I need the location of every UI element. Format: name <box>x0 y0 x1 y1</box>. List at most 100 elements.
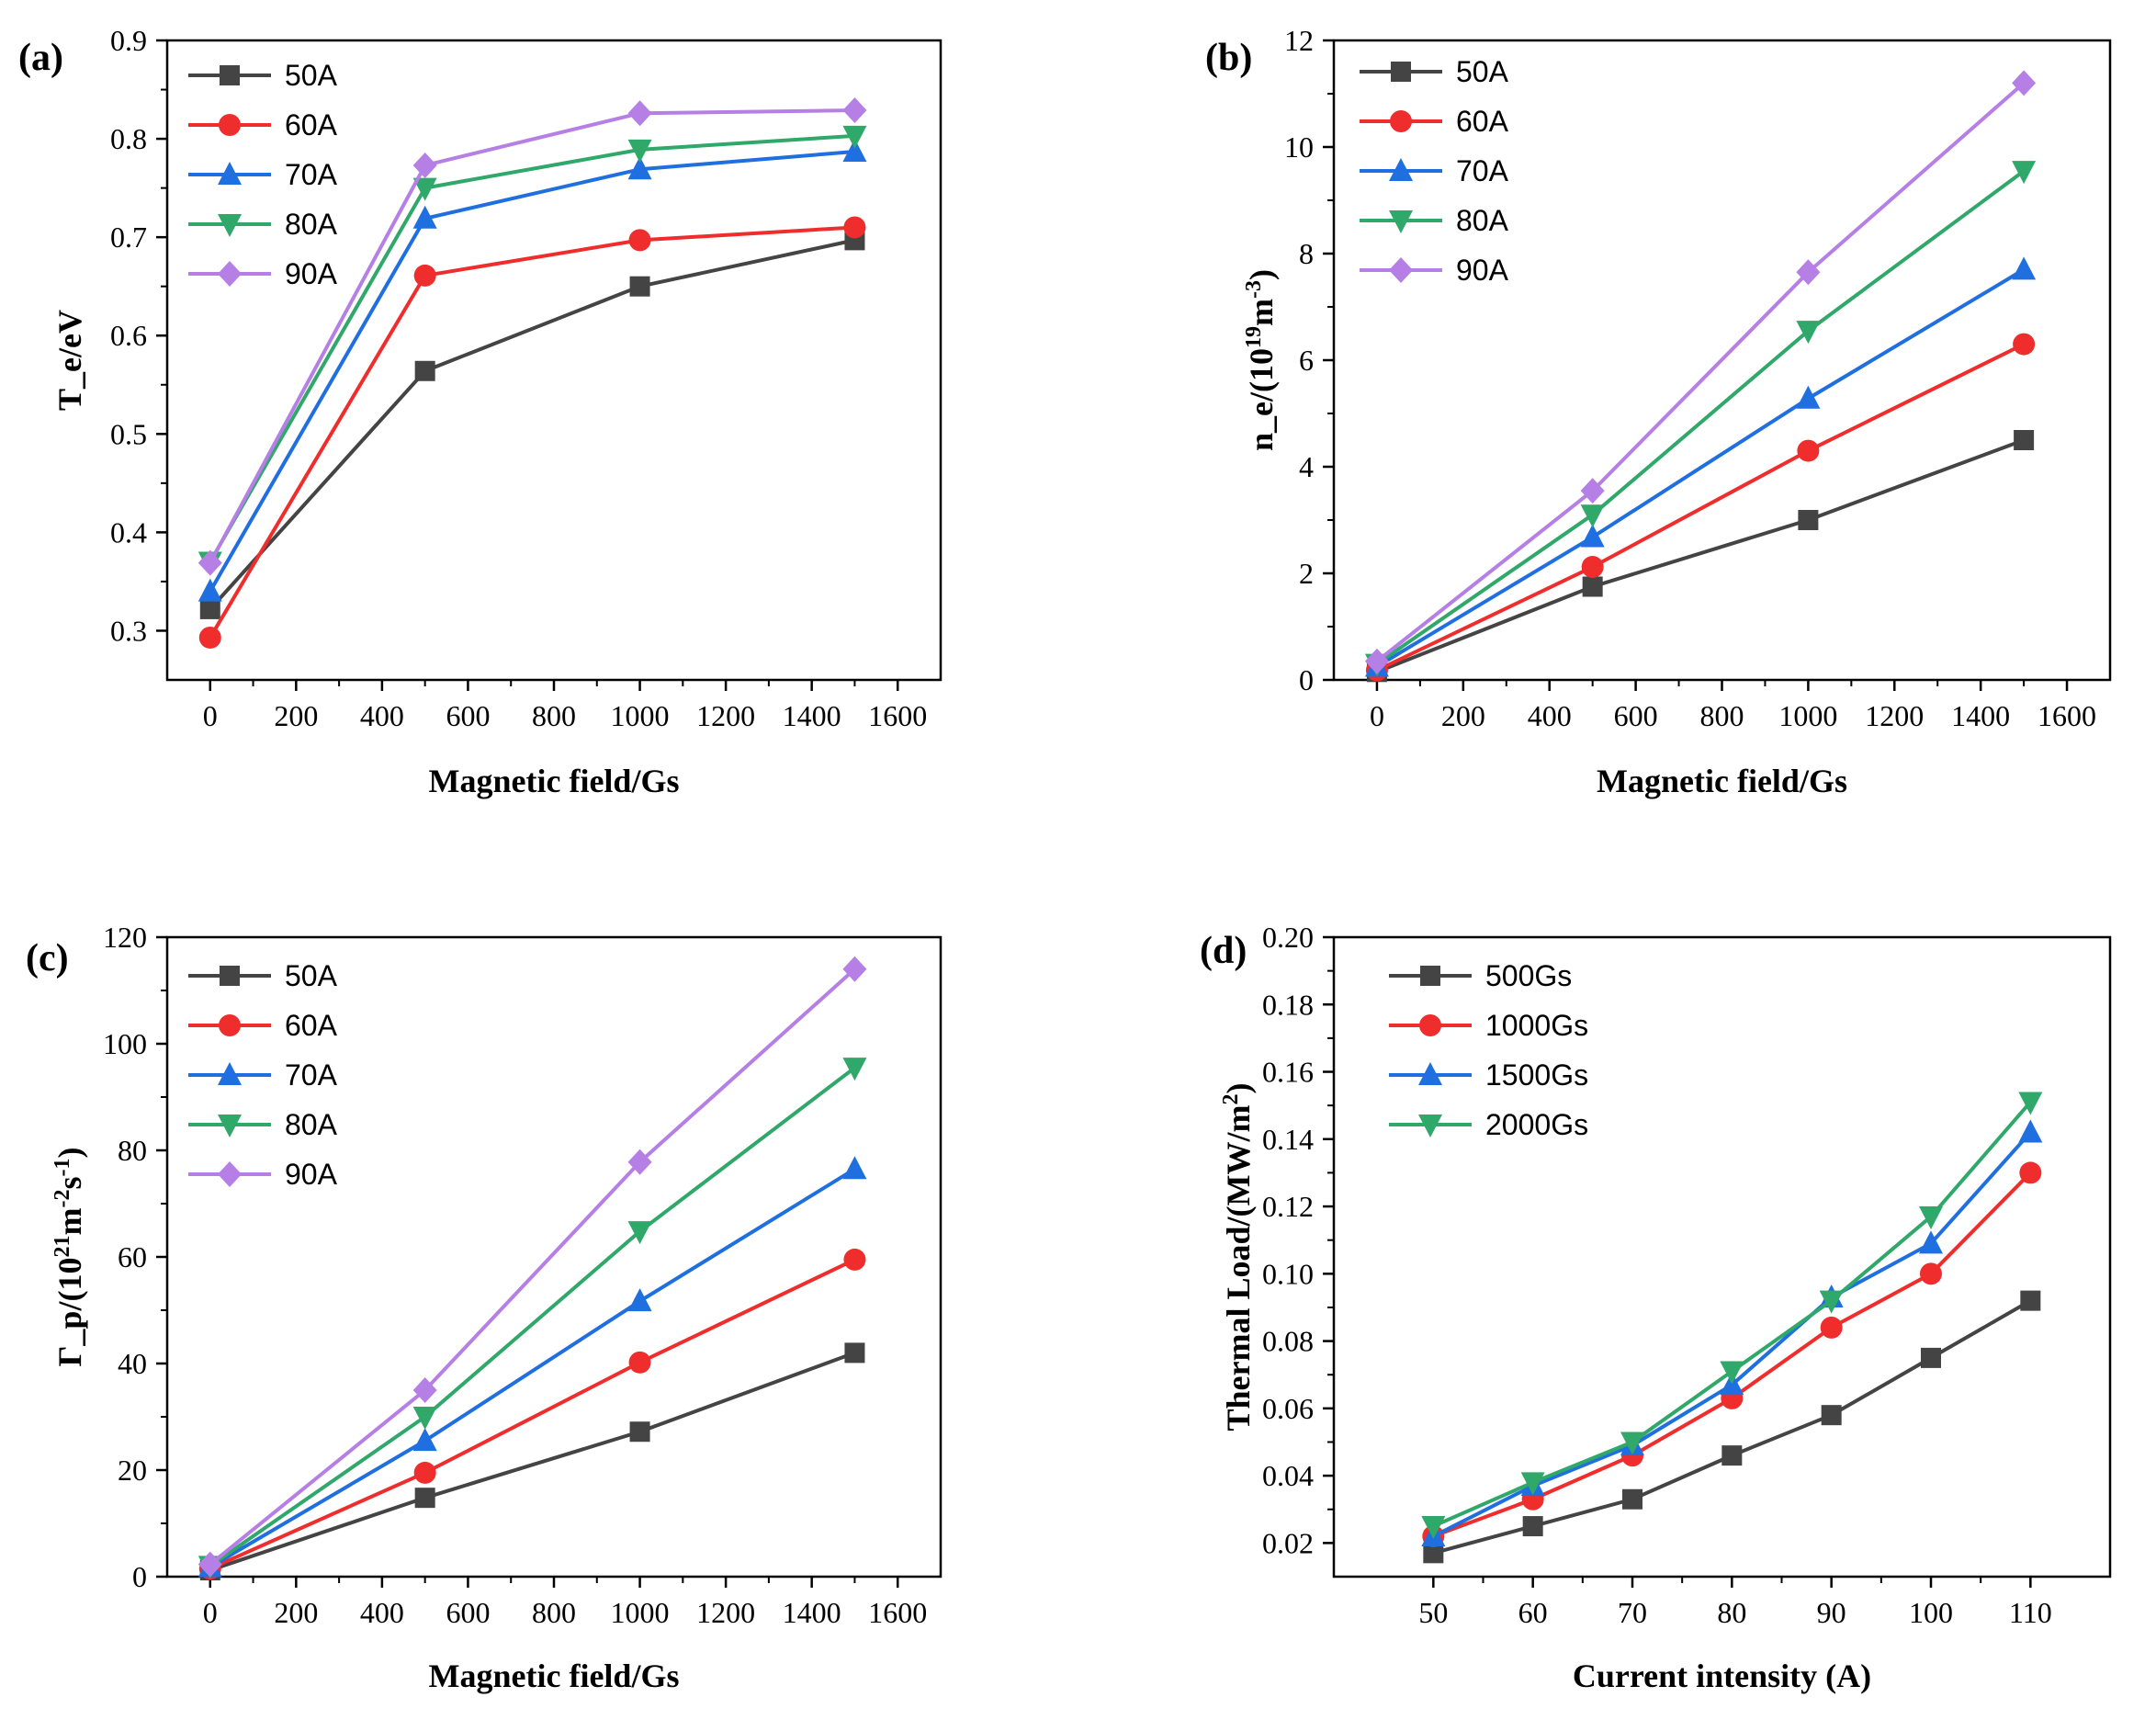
legend-label: 2000Gs <box>1485 1108 1588 1141</box>
legend-label: 90A <box>285 257 338 290</box>
y-tick-label: 120 <box>103 921 147 954</box>
y-tick-label: 10 <box>1284 130 1314 164</box>
data-point-90A <box>2012 70 2037 96</box>
series-line-60A <box>209 1258 856 1571</box>
data-point-70A <box>627 1288 652 1312</box>
x-axis-title: Magnetic field/Gs <box>429 1658 680 1694</box>
y-tick-label: 80 <box>118 1134 147 1167</box>
data-point-60A <box>843 1248 866 1271</box>
data-point-60A <box>1797 439 1820 462</box>
x-tick-label: 400 <box>1528 699 1572 732</box>
y-tick-label: 0.3 <box>110 614 147 647</box>
data-point-500Gs <box>1921 1347 1941 1368</box>
x-tick-label: 90 <box>1817 1596 1846 1629</box>
x-tick-label: 800 <box>532 699 576 732</box>
x-tick-label: 800 <box>1700 699 1744 732</box>
y-tick-label: 0 <box>132 1560 147 1593</box>
data-point-90A <box>842 97 867 124</box>
data-point-90A <box>627 100 652 127</box>
data-point-1500Gs <box>1919 1230 1943 1254</box>
data-point-70A <box>412 205 437 229</box>
data-point-1500Gs <box>2018 1119 2043 1143</box>
plot-frame <box>165 935 943 1579</box>
data-point-60A <box>2013 333 2036 356</box>
series-line-90A <box>1375 81 2026 663</box>
legend-marker <box>218 1062 242 1085</box>
x-tick-label: 60 <box>1518 1596 1548 1629</box>
y-tick-label: 12 <box>1284 24 1314 57</box>
data-point-1000Gs <box>2019 1161 2042 1184</box>
data-point-2000Gs <box>2018 1092 2043 1115</box>
series-line-70A <box>1375 267 2026 669</box>
legend-label: 50A <box>285 959 338 992</box>
legend-label: 70A <box>285 158 338 191</box>
data-point-2000Gs <box>1620 1431 1644 1455</box>
data-point-60A <box>413 264 436 287</box>
x-tick-label: 1200 <box>1865 699 1924 732</box>
x-tick-label: 1200 <box>696 699 755 732</box>
panel-b: 0 200 400 600 800 1000 1200 1400 1600 0 2 4 6 8 10 12 (b… <box>1205 24 2112 799</box>
y-tick-label: 8 <box>1299 237 1314 270</box>
series-line-50A <box>1376 438 2025 674</box>
x-tick-label: 1000 <box>611 699 670 732</box>
data-point-60A <box>413 1461 436 1484</box>
data-point-500Gs <box>1522 1516 1543 1537</box>
legend-label: 90A <box>1456 254 1509 287</box>
x-tick-label: 600 <box>1614 699 1658 732</box>
series-line-50A <box>209 1351 856 1572</box>
data-point-1000Gs <box>1920 1262 1942 1285</box>
panel-label: (b) <box>1205 37 1252 79</box>
data-point-50A <box>199 598 220 619</box>
x-tick-label: 1400 <box>783 699 841 732</box>
legend-marker <box>1390 110 1412 132</box>
legend-marker <box>219 1014 241 1036</box>
x-tick-label: 0 <box>203 699 218 732</box>
data-point-1000Gs <box>1820 1316 1843 1339</box>
plot-frame <box>1332 935 2112 1579</box>
series-line-90A <box>209 108 855 564</box>
x-tick-label: 1600 <box>868 1596 927 1629</box>
data-point-500Gs <box>1622 1488 1642 1510</box>
x-tick-label: 600 <box>446 1596 490 1629</box>
legend-label: 90A <box>285 1158 338 1191</box>
data-point-80A <box>1580 504 1605 528</box>
series-line-90A <box>209 968 856 1567</box>
y-tick-label: 0.20 <box>1262 921 1314 954</box>
legend-label: 80A <box>285 208 338 241</box>
data-point-60A <box>1581 556 1604 579</box>
data-point-70A <box>627 156 652 180</box>
legend-marker <box>1420 966 1440 986</box>
x-axis-title: Magnetic field/Gs <box>1597 763 1847 799</box>
data-point-500Gs <box>1721 1445 1743 1466</box>
data-point-90A <box>1580 478 1605 504</box>
x-tick-label: 50 <box>1418 1596 1448 1629</box>
y-tick-label: 0.5 <box>110 417 147 450</box>
y-axis-title: Γ_p/(1021m-2s-1) <box>51 1148 88 1367</box>
x-axis-title: Current intensity (A) <box>1573 1658 1871 1694</box>
x-tick-label: 1400 <box>1951 699 2010 732</box>
x-tick-label: 100 <box>1909 1596 1953 1629</box>
legend-label: 70A <box>1456 154 1509 187</box>
legend-label: 60A <box>285 1009 338 1042</box>
data-point-50A <box>414 1488 435 1509</box>
legend-label: 1000Gs <box>1485 1009 1588 1042</box>
legend-label: 80A <box>285 1108 338 1141</box>
y-tick-label: 0.10 <box>1262 1257 1314 1290</box>
legend-marker <box>218 162 242 185</box>
x-tick-label: 1000 <box>611 1596 670 1629</box>
y-tick-label: 0.8 <box>110 122 147 155</box>
data-point-70A <box>842 138 867 162</box>
legend-marker <box>1389 210 1413 233</box>
data-point-2000Gs <box>1421 1516 1446 1540</box>
legend-marker <box>1389 257 1413 283</box>
y-tick-label: 0.06 <box>1262 1392 1314 1425</box>
x-tick-label: 600 <box>446 699 490 732</box>
series-line-80A <box>209 133 855 563</box>
data-point-500Gs <box>1821 1405 1842 1426</box>
x-tick-label: 200 <box>274 1596 318 1629</box>
data-point-60A <box>628 229 651 252</box>
data-point-80A <box>2012 161 2037 185</box>
y-tick-label: 0.18 <box>1262 988 1314 1021</box>
y-axis-title: Thermal Load/(MW/m2) <box>1219 1083 1257 1431</box>
